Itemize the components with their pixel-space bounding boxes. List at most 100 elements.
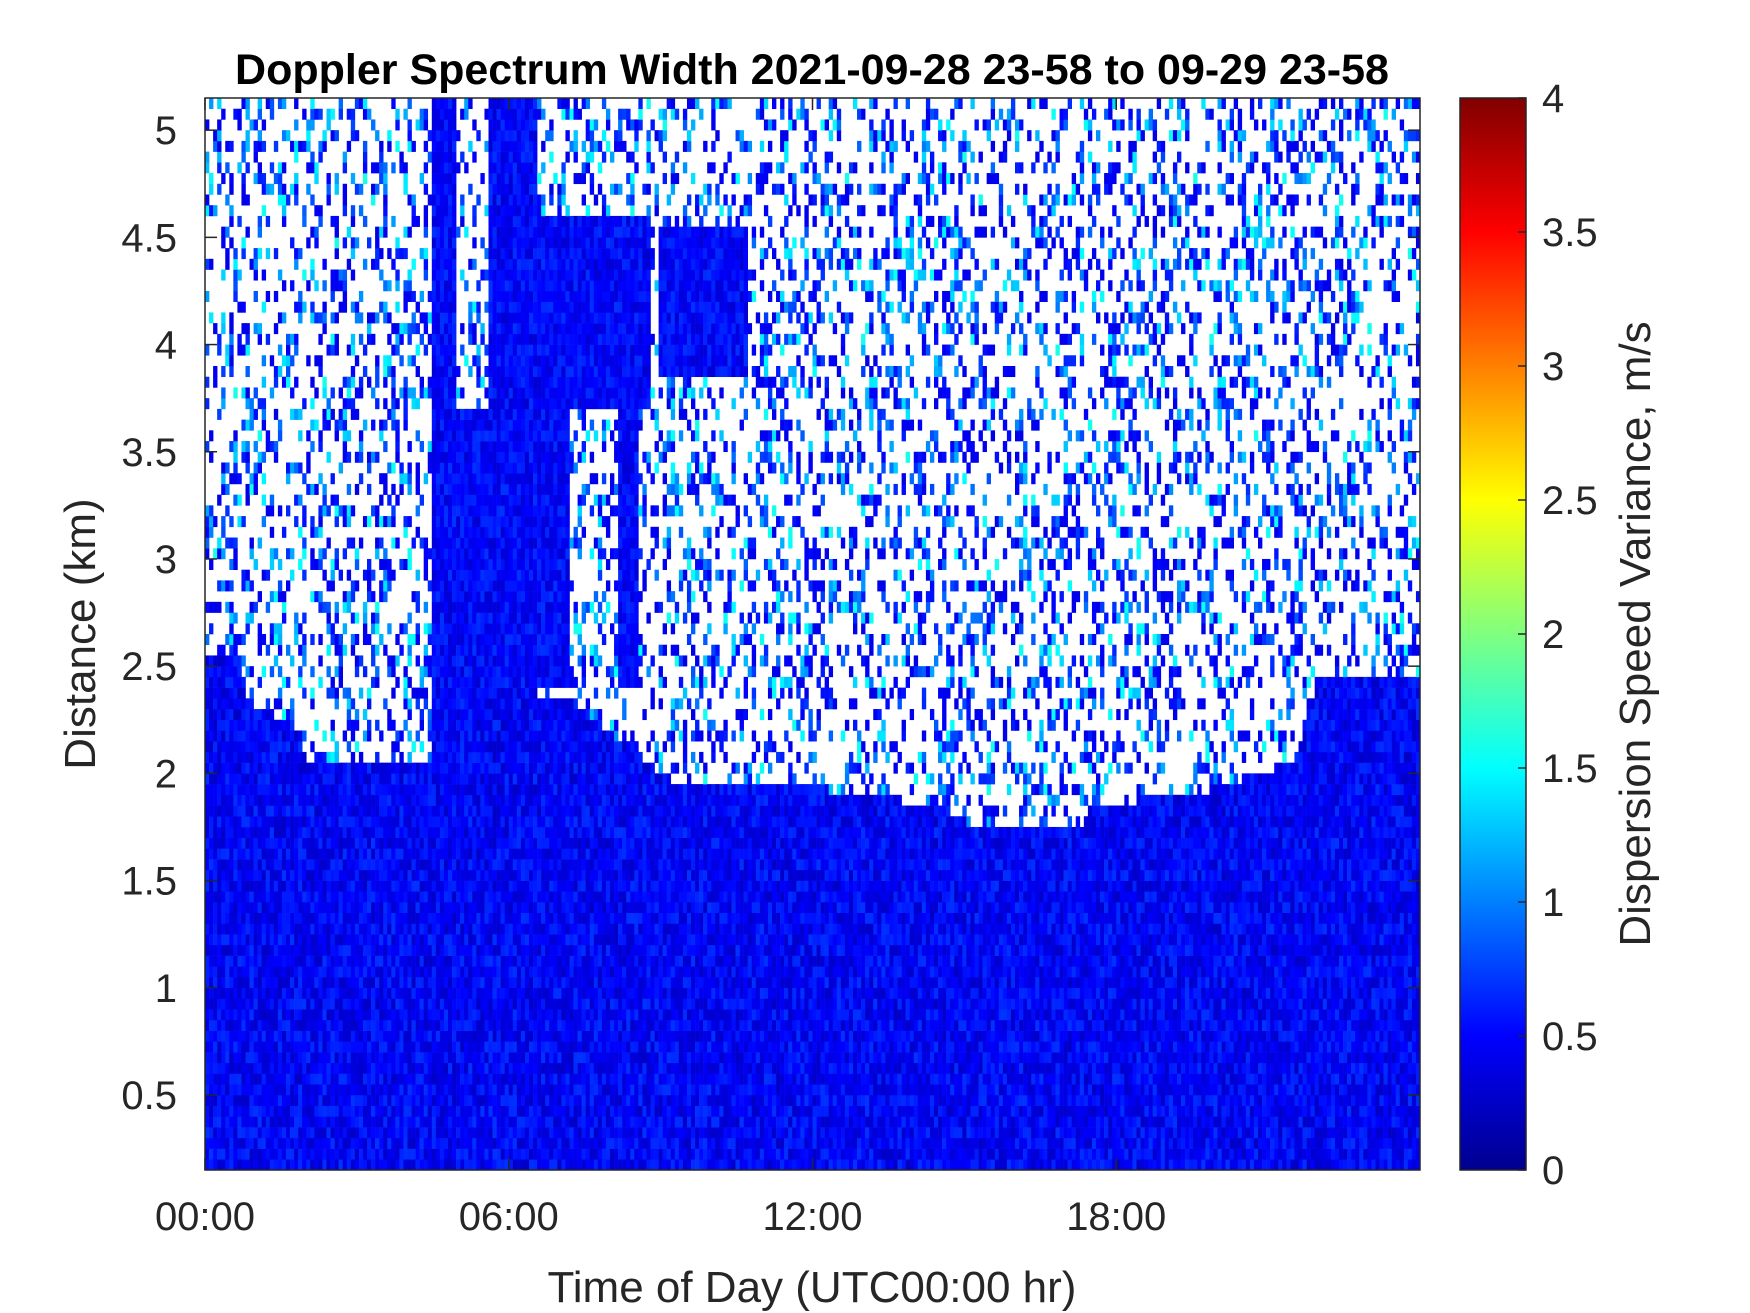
heatmap-cell	[273, 805, 279, 817]
heatmap-cell	[298, 1137, 303, 1149]
heatmap-cell	[431, 1127, 437, 1139]
heatmap-cell	[241, 741, 246, 753]
heatmap-cell	[346, 998, 352, 1010]
heatmap-cell	[350, 730, 356, 742]
heatmap-cell	[249, 419, 254, 431]
heatmap-cell	[217, 119, 222, 131]
heatmap-cell	[249, 473, 254, 485]
heatmap-cell	[241, 966, 246, 978]
heatmap-cell	[241, 634, 246, 646]
heatmap-cell	[456, 537, 461, 549]
chart-title: Doppler Spectrum Width 2021-09-28 23-58 …	[235, 46, 1389, 94]
heatmap-cell	[257, 108, 262, 120]
heatmap-cell	[298, 741, 303, 753]
heatmap-cell	[492, 151, 497, 163]
heatmap-cell	[484, 869, 489, 881]
heatmap-cell	[484, 955, 489, 967]
heatmap-cell	[391, 826, 396, 838]
heatmap-cell	[484, 1084, 489, 1096]
heatmap-cell	[281, 719, 287, 731]
heatmap-cell	[330, 1030, 335, 1042]
heatmap-cell	[500, 398, 505, 410]
heatmap-cell	[354, 977, 360, 989]
heatmap-cell	[472, 301, 477, 313]
heatmap-cell	[229, 441, 234, 453]
heatmap-cell	[371, 312, 376, 324]
heatmap-cell	[338, 880, 343, 892]
heatmap-cell	[330, 848, 335, 860]
heatmap-cell	[468, 794, 473, 806]
heatmap-cell	[261, 837, 267, 849]
heatmap-cell	[249, 719, 254, 731]
heatmap-cell	[460, 1009, 465, 1021]
heatmap-cell	[241, 183, 246, 195]
heatmap-cell	[452, 1073, 457, 1085]
heatmap-cell	[217, 987, 222, 999]
heatmap-cell	[358, 1009, 364, 1021]
heatmap-cell	[233, 1094, 238, 1106]
heatmap-cell	[399, 826, 404, 838]
heatmap-cell	[460, 430, 465, 442]
heatmap-cell	[350, 408, 356, 420]
heatmap-cell	[367, 880, 372, 892]
heatmap-cell	[257, 333, 262, 345]
heatmap-cell	[492, 998, 497, 1010]
heatmap-cell	[249, 987, 254, 999]
heatmap-cell	[225, 1041, 230, 1053]
heatmap-cell	[452, 355, 457, 367]
heatmap-cell	[217, 408, 222, 420]
heatmap-cell	[371, 1062, 376, 1074]
heatmap-cell	[306, 934, 311, 946]
heatmap-cell	[427, 891, 433, 903]
heatmap-cell	[298, 526, 303, 538]
heatmap-cell	[286, 580, 291, 592]
heatmap-cell	[460, 537, 465, 549]
heatmap-cell	[261, 205, 267, 217]
heatmap-cell	[484, 205, 489, 217]
heatmap-cell	[221, 741, 226, 753]
heatmap-cell	[480, 1105, 485, 1117]
heatmap-cell	[322, 966, 327, 978]
heatmap-cell	[350, 1137, 356, 1149]
heatmap-cell	[318, 526, 323, 538]
heatmap-cell	[456, 366, 461, 378]
heatmap-cell	[237, 934, 242, 946]
heatmap-cell	[245, 751, 250, 763]
heatmap-cell	[298, 1159, 303, 1170]
heatmap-cell	[423, 344, 429, 356]
heatmap-cell	[431, 1084, 437, 1096]
heatmap-cell	[217, 1084, 222, 1096]
heatmap-cell	[496, 730, 501, 742]
heatmap-cell	[431, 215, 437, 227]
heatmap-cell	[431, 1116, 437, 1128]
heatmap-cell	[342, 505, 348, 517]
heatmap-cell	[379, 580, 384, 592]
heatmap-cell	[448, 505, 453, 517]
heatmap-cell	[306, 816, 311, 828]
heatmap-cell	[269, 944, 275, 956]
heatmap-cell	[290, 998, 295, 1010]
heatmap-cell	[281, 826, 287, 838]
heatmap-cell	[358, 805, 364, 817]
heatmap-cell	[391, 902, 396, 914]
heatmap-cell	[237, 848, 242, 860]
heatmap-cell	[330, 687, 335, 699]
heatmap-cell	[419, 1084, 424, 1096]
heatmap-cell	[415, 1116, 420, 1128]
heatmap-cell	[431, 205, 437, 217]
heatmap-cell	[476, 666, 481, 678]
heatmap-cell	[334, 1009, 339, 1021]
heatmap-cell	[443, 108, 449, 120]
heatmap-cell	[411, 741, 416, 753]
heatmap-cell	[435, 98, 441, 110]
heatmap-cell	[395, 1116, 400, 1128]
heatmap-cell	[415, 998, 420, 1010]
heatmap-cell	[500, 355, 505, 367]
heatmap-cell	[362, 966, 368, 978]
heatmap-cell	[314, 1116, 319, 1128]
heatmap-cell	[269, 1084, 275, 1096]
heatmap-cell	[383, 848, 388, 860]
heatmap-cell	[205, 1137, 210, 1149]
heatmap-cell	[452, 516, 457, 528]
heatmap-cell	[290, 944, 295, 956]
